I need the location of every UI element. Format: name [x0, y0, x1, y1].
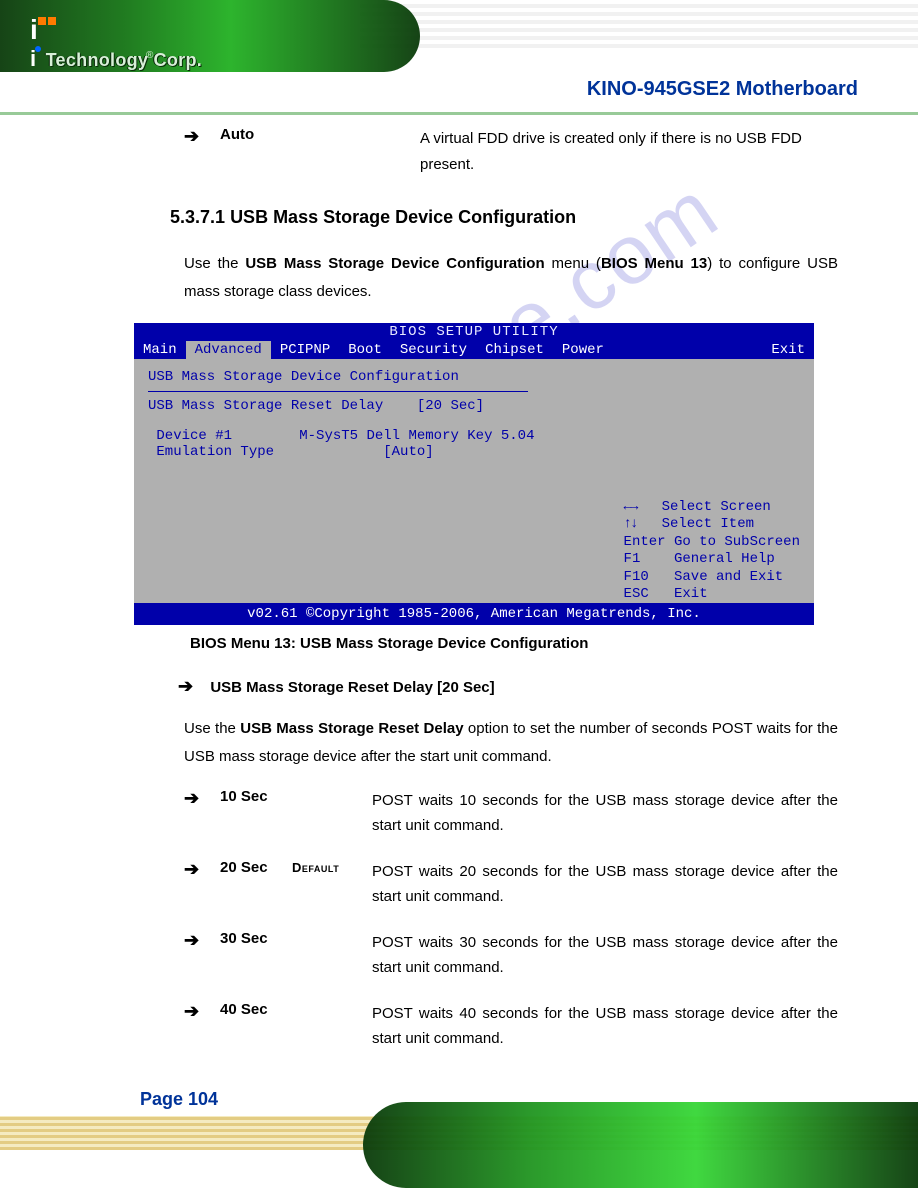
footer-right-panel [363, 1102, 918, 1188]
arrow-icon: ➔ [178, 676, 202, 697]
arrow-keys-icon: ↑↓ [624, 516, 637, 532]
t: BIOS Menu 13 [601, 255, 707, 272]
bios-tab: Power [553, 341, 613, 359]
bios-line-device: Device #1 M-SysT5 Dell Memory Key 5.04 [148, 428, 800, 444]
t: F10 [624, 569, 649, 585]
bios-tab: Chipset [476, 341, 553, 359]
arrow-icon: ➔ [184, 1001, 208, 1022]
bios-tab: Boot [339, 341, 391, 359]
bios-tab: Main [134, 341, 186, 359]
option-label: 20 Sec [220, 859, 268, 876]
option-label: 30 Sec [220, 930, 268, 947]
arrow-icon: ➔ [184, 788, 208, 809]
option-default [292, 930, 372, 931]
bios-title-bar: BIOS SETUP UTILITY [134, 323, 814, 341]
arrow-icon: ➔ [184, 126, 208, 147]
option-default [292, 1001, 372, 1002]
t: ESC [624, 586, 649, 602]
bios-tab: Exit [762, 341, 814, 359]
arrow-icon: ➔ [184, 859, 208, 880]
t: Select Item [662, 516, 754, 532]
logo-registered: ® [146, 50, 153, 61]
option-row: ➔ 20 Sec Default POST waits 20 seconds fo… [184, 859, 838, 910]
subsection-title: USB Mass Storage Reset Delay [20 Sec] [210, 679, 494, 696]
bios-help-panel: ←→ Select Screen ↑↓ Select Item Enter Go… [624, 499, 800, 604]
bios-tab: Security [391, 341, 476, 359]
section-heading: 5.3.7.1 USB Mass Storage Device Configur… [170, 207, 838, 228]
t: Device #1 [156, 428, 232, 444]
figure-caption: BIOS Menu 13: USB Mass Storage Device Co… [190, 635, 838, 652]
t: Use the [184, 255, 245, 272]
options-list: ➔ 10 Sec POST waits 10 seconds for the US… [184, 788, 838, 1052]
section-title: USB Mass Storage Device Configuration [230, 207, 576, 227]
bios-tab-bar: Main Advanced PCIPNP Boot Security Chips… [134, 341, 814, 359]
t: F1 [624, 551, 641, 567]
header-rule [0, 112, 918, 115]
bios-body: USB Mass Storage Device Configuration US… [134, 359, 814, 603]
arrow-keys-icon: ←→ [624, 499, 637, 515]
t: Emulation Type [156, 444, 274, 460]
logo-block: i i Technology Corp. ® [30, 14, 290, 64]
t: Exit [674, 586, 708, 602]
document-title: KINO-945GSE2 Motherboard [587, 78, 858, 101]
option-description: A virtual FDD drive is created only if t… [420, 126, 838, 179]
bios-section-title: USB Mass Storage Device Configuration [148, 369, 800, 385]
t: USB Mass Storage Reset Delay [148, 398, 383, 414]
logo-square-icon [48, 17, 56, 25]
t: Go to SubScreen [674, 534, 800, 550]
option-default [292, 788, 372, 789]
option-desc: POST waits 40 seconds for the USB mass s… [372, 1001, 838, 1052]
header-band: i i Technology Corp. ® [0, 0, 918, 72]
t: General Help [674, 551, 775, 567]
t: menu ( [545, 255, 601, 272]
arrow-icon: ➔ [184, 930, 208, 951]
t: [20 Sec] [417, 398, 484, 414]
bios-screenshot: BIOS SETUP UTILITY Main Advanced PCIPNP … [134, 323, 814, 625]
option-row: ➔ 30 Sec POST waits 30 seconds for the US… [184, 930, 838, 981]
logo-tagline: Technology Corp. [46, 50, 202, 70]
section-number: 5.3.7.1 [170, 207, 225, 227]
t: Use the [184, 720, 240, 737]
option-row-auto: ➔ Auto A virtual FDD drive is created on… [184, 126, 838, 179]
bios-tab: PCIPNP [271, 341, 339, 359]
footer-band [0, 1102, 918, 1188]
bios-line-emulation: Emulation Type [Auto] [148, 444, 800, 460]
subsection-intro: Use the USB Mass Storage Reset Delay opt… [184, 715, 838, 772]
option-desc: POST waits 30 seconds for the USB mass s… [372, 930, 838, 981]
subsection-heading: ➔ USB Mass Storage Reset Delay [20 Sec] [178, 676, 838, 697]
option-label: 40 Sec [220, 1001, 268, 1018]
t: USB Mass Storage Reset Delay [240, 720, 463, 737]
t: USB Mass Storage Device Configuration [245, 255, 544, 272]
header-stripes [360, 0, 918, 48]
logo-square-icon [38, 17, 46, 25]
t: Select Screen [662, 499, 771, 515]
logo-dot-icon [35, 46, 41, 52]
logo-letter: i [30, 14, 37, 46]
section-intro: Use the USB Mass Storage Device Configur… [184, 250, 838, 307]
option-desc: POST waits 20 seconds for the USB mass s… [372, 859, 838, 910]
option-default: Default [292, 859, 372, 875]
t: M-SysT5 Dell Memory Key 5.04 [299, 428, 534, 444]
option-label: 10 Sec [220, 788, 268, 805]
t: [Auto] [383, 444, 433, 460]
t: Save and Exit [674, 569, 783, 585]
option-row: ➔ 40 Sec POST waits 40 seconds for the US… [184, 1001, 838, 1052]
option-row: ➔ 10 Sec POST waits 10 seconds for the US… [184, 788, 838, 839]
bios-copyright: v02.61 ©Copyright 1985-2006, American Me… [134, 603, 814, 625]
content-area: ➔ Auto A virtual FDD drive is created on… [130, 126, 838, 1072]
bios-line-reset-delay: USB Mass Storage Reset Delay [20 Sec] [148, 398, 800, 414]
t: Enter [624, 534, 666, 550]
bios-divider [148, 391, 528, 392]
bios-tab-selected: Advanced [186, 341, 271, 359]
option-desc: POST waits 10 seconds for the USB mass s… [372, 788, 838, 839]
option-label: Auto [220, 126, 254, 143]
